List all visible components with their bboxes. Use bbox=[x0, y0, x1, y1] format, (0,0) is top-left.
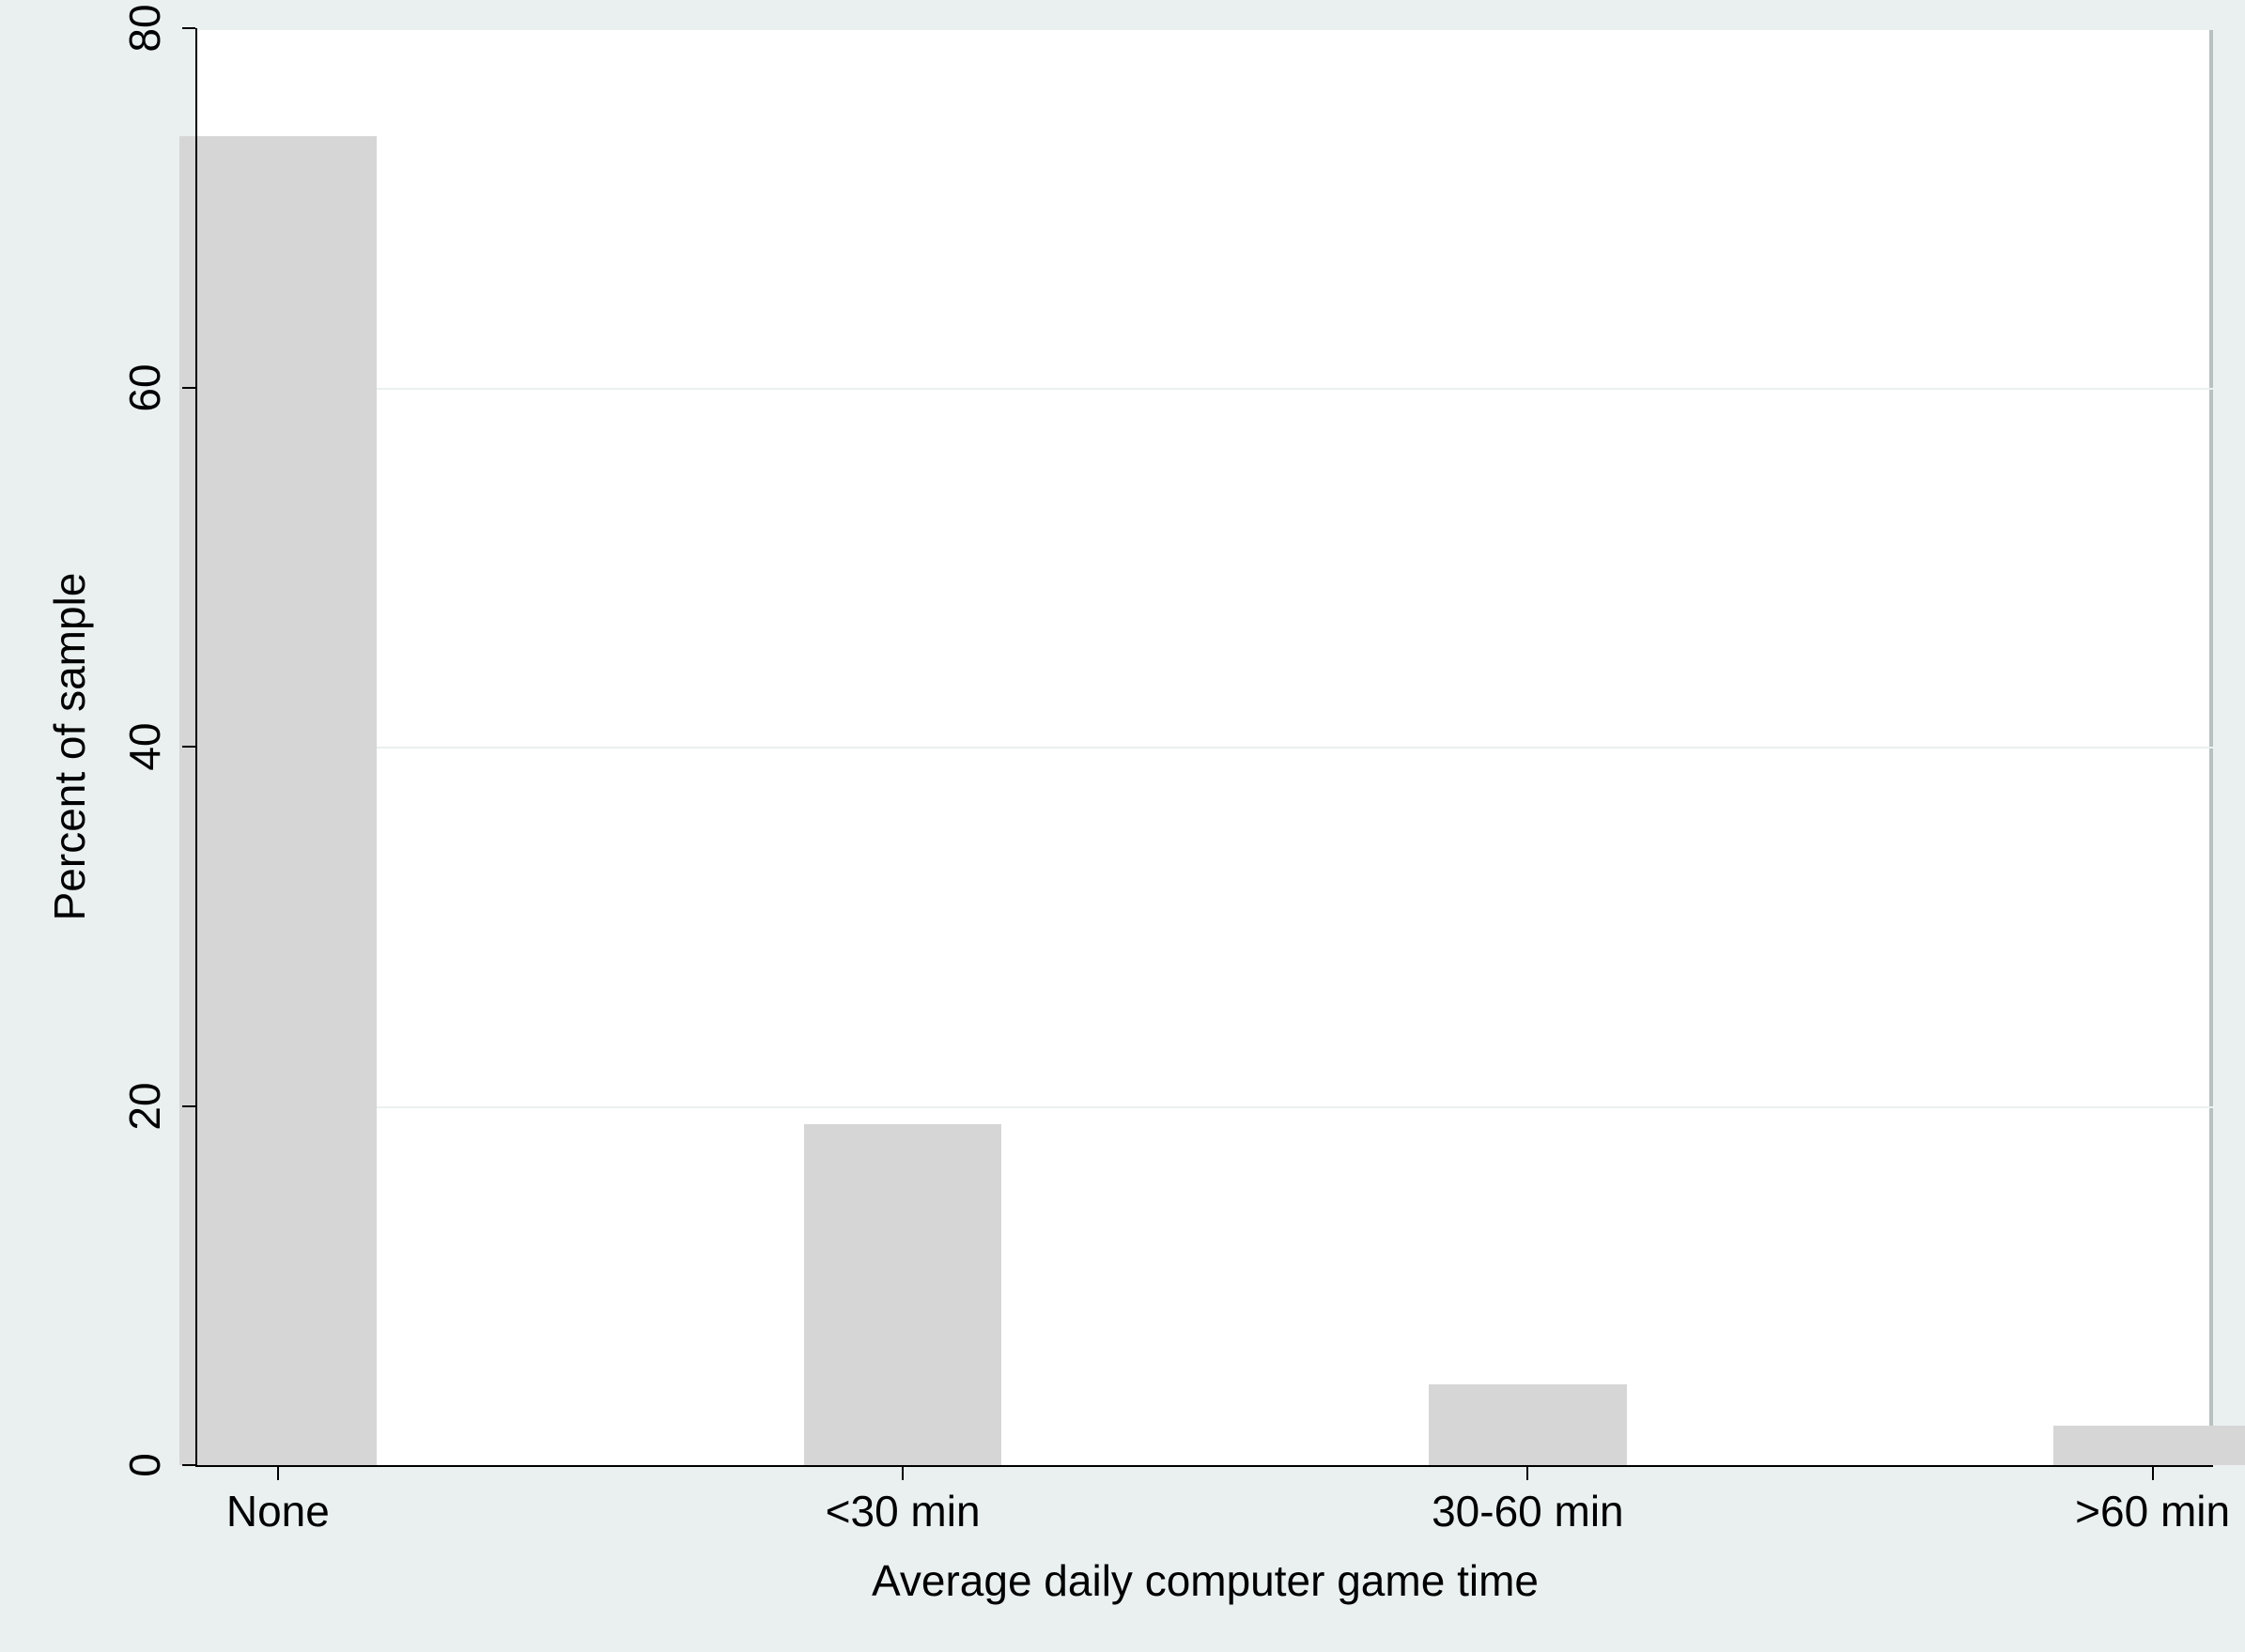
y-tick-mark bbox=[182, 1464, 195, 1466]
y-tick-mark bbox=[182, 27, 195, 29]
x-tick-label: None bbox=[226, 1486, 330, 1536]
bar bbox=[804, 1124, 1001, 1465]
y-tick-label: 60 bbox=[119, 363, 170, 411]
y-tick-label: 20 bbox=[119, 1082, 170, 1130]
x-tick-mark bbox=[277, 1467, 279, 1480]
x-axis-line bbox=[195, 1465, 2213, 1467]
x-tick-label: <30 min bbox=[826, 1486, 981, 1536]
chart-container: 0 20 40 60 80 None <30 min 30-60 min >60 min Perc… bbox=[0, 0, 2245, 1652]
gridline bbox=[197, 747, 2213, 749]
y-tick-label: 80 bbox=[119, 4, 170, 52]
x-tick-label: 30-60 min bbox=[1432, 1486, 1624, 1536]
bar bbox=[2053, 1426, 2245, 1465]
y-tick-mark bbox=[182, 387, 195, 389]
bar bbox=[1429, 1384, 1626, 1465]
y-tick-mark bbox=[182, 746, 195, 748]
y-tick-mark bbox=[182, 1105, 195, 1107]
y-tick-label: 40 bbox=[119, 722, 170, 770]
y-tick-label: 0 bbox=[119, 1453, 170, 1477]
x-tick-label: >60 min bbox=[2075, 1486, 2230, 1536]
gridline bbox=[197, 28, 2213, 30]
bar bbox=[179, 136, 377, 1465]
x-tick-mark bbox=[2152, 1467, 2154, 1480]
y-axis-title: Percent of sample bbox=[44, 573, 95, 921]
gridline bbox=[197, 388, 2213, 390]
y-axis-line bbox=[195, 28, 197, 1465]
x-tick-mark bbox=[1526, 1467, 1528, 1480]
x-axis-title: Average daily computer game time bbox=[872, 1555, 1539, 1606]
x-tick-mark bbox=[902, 1467, 904, 1480]
plot-area bbox=[197, 28, 2213, 1465]
gridline bbox=[197, 1106, 2213, 1108]
